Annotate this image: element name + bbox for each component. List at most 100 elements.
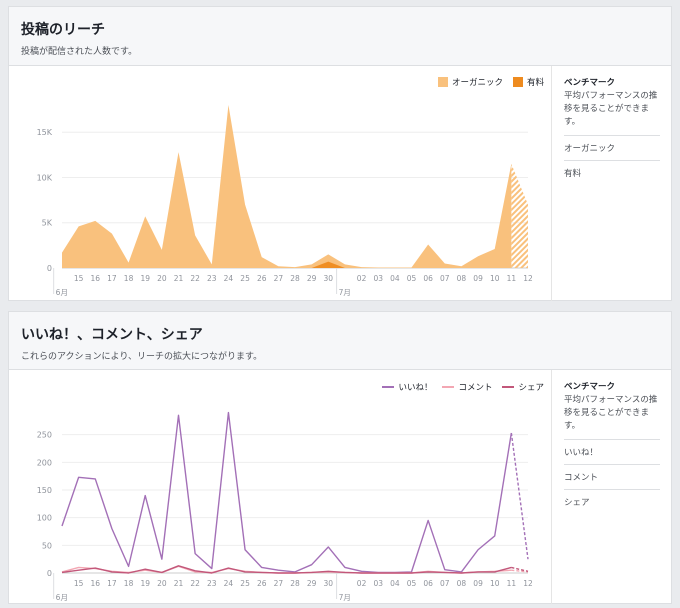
y-tick-label: 200 [37, 458, 52, 467]
reach-legend: オーガニック 有料 [437, 76, 544, 88]
legend-shares-swatch [502, 386, 515, 388]
reach-card: 投稿のリーチ 投稿が配信された人数です。 オーガニック 有料 0 5K 10K 15K… [8, 6, 672, 301]
reach-benchmark-panel: ベンチマーク 平均パフォーマンスの推移を見ることができます。 オーガニック 有料 [551, 66, 672, 301]
legend-organic-label: オーガニック [451, 78, 503, 88]
legend-paid[interactable]: 有料 [512, 76, 544, 88]
reach-card-header: 投稿のリーチ 投稿が配信された人数です。 [9, 7, 671, 66]
x-tick-label: 22 [190, 274, 200, 283]
x-tick-label: 03 [373, 274, 383, 283]
x-tick-label: 22 [190, 579, 200, 588]
line-series-projected [511, 569, 529, 573]
legend-comments[interactable]: コメント [442, 381, 492, 393]
benchmark-item-paid[interactable]: 有料 [564, 160, 660, 185]
x-tick-label: 18 [124, 579, 134, 588]
x-tick-label: 12 [523, 274, 533, 283]
reach-subtitle: 投稿が配信された人数です。 [21, 47, 138, 57]
line-series-projected [511, 566, 529, 573]
engagement-legend: いいね！ コメント シェア [382, 381, 544, 393]
x-tick-label: 27 [274, 579, 284, 588]
x-tick-label: 29 [307, 274, 317, 283]
x-tick-label: 16 [91, 274, 101, 283]
x-tick-label: 19 [140, 274, 150, 283]
area-series [62, 105, 512, 268]
x-tick-label: 02 [357, 579, 367, 588]
x-tick-label: 19 [140, 579, 150, 588]
x-tick-label: 26 [257, 274, 267, 283]
y-tick-label: 10K [37, 173, 53, 182]
x-tick-label: 30 [324, 274, 334, 283]
month-label: 7月 [339, 593, 351, 602]
reach-title: 投稿のリーチ [21, 22, 105, 38]
benchmark-item-shares[interactable]: シェア [564, 489, 660, 514]
y-tick-label: 0 [47, 569, 52, 578]
x-tick-label: 08 [457, 274, 467, 283]
engagement-benchmark-desc: 平均パフォーマンスの推移を見ることができます。 [564, 395, 658, 431]
x-tick-label: 27 [274, 274, 284, 283]
benchmark-item-likes[interactable]: いいね！ [564, 439, 660, 464]
x-tick-label: 10 [490, 579, 500, 588]
x-tick-label: 16 [91, 579, 101, 588]
y-tick-label: 250 [37, 431, 52, 440]
reach-benchmark-desc: 平均パフォーマンスの推移を見ることができます。 [564, 91, 658, 127]
legend-shares[interactable]: シェア [502, 381, 544, 393]
engagement-benchmark-title: ベンチマーク [564, 382, 616, 392]
x-tick-label: 07 [440, 579, 450, 588]
x-tick-label: 09 [473, 579, 483, 588]
x-tick-label: 10 [490, 274, 500, 283]
x-tick-label: 11 [507, 579, 517, 588]
reach-benchmark-title: ベンチマーク [564, 78, 616, 88]
legend-organic-swatch [437, 77, 448, 87]
x-tick-label: 29 [307, 579, 317, 588]
engagement-chart-area: いいね！ コメント シェア 0 50 100 150 200 250 15 16 17 18 19 2… [9, 370, 550, 604]
benchmark-item-organic[interactable]: オーガニック [564, 135, 660, 160]
x-tick-label: 03 [373, 579, 383, 588]
legend-comments-swatch [442, 386, 455, 388]
x-tick-label: 15 [74, 274, 84, 283]
x-tick-label: 12 [523, 579, 533, 588]
x-tick-label: 06 [423, 274, 433, 283]
benchmark-item-comments[interactable]: コメント [564, 464, 660, 489]
legend-shares-label: シェア [518, 383, 544, 393]
reach-chart-area: オーガニック 有料 0 5K 10K 15K 15 16 17 18 19 20 21 22 23 24 2… [9, 66, 550, 301]
x-tick-label: 08 [457, 579, 467, 588]
legend-paid-swatch [512, 77, 523, 87]
x-tick-label: 21 [174, 274, 184, 283]
x-tick-label: 26 [257, 579, 267, 588]
legend-paid-label: 有料 [526, 78, 544, 88]
line-series-projected [510, 432, 529, 560]
engagement-card-header: いいね！、コメント、シェア これらのアクションにより、リーチの拡大につながります… [9, 312, 671, 370]
y-tick-label: 50 [42, 541, 52, 550]
x-tick-label: 18 [124, 274, 134, 283]
month-label: 6月 [56, 593, 68, 602]
x-tick-label: 25 [240, 579, 250, 588]
legend-likes[interactable]: いいね！ [382, 381, 432, 393]
x-tick-label: 23 [207, 274, 217, 283]
legend-organic[interactable]: オーガニック [437, 76, 503, 88]
x-tick-label: 07 [440, 274, 450, 283]
x-tick-label: 15 [74, 579, 84, 588]
x-tick-label: 09 [473, 274, 483, 283]
x-tick-label: 24 [224, 579, 234, 588]
x-tick-label: 17 [107, 274, 117, 283]
engagement-subtitle: これらのアクションにより、リーチの拡大につながります。 [21, 352, 263, 362]
x-tick-label: 20 [157, 579, 167, 588]
x-tick-label: 24 [224, 274, 234, 283]
reach-chart: 0 5K 10K 15K 15 16 17 18 19 20 21 22 23 24 25 26 27 28 29 3… [37, 105, 533, 297]
engagement-card: いいね！、コメント、シェア これらのアクションにより、リーチの拡大につながります… [8, 311, 672, 604]
x-tick-label: 20 [157, 274, 167, 283]
engagement-title: いいね！、コメント、シェア [21, 327, 203, 343]
y-tick-label: 15K [37, 128, 53, 137]
y-tick-label: 100 [37, 514, 52, 523]
x-tick-label: 28 [290, 274, 300, 283]
x-tick-label: 25 [240, 274, 250, 283]
x-tick-label: 06 [423, 579, 433, 588]
legend-likes-label: いいね！ [398, 383, 433, 393]
x-tick-label: 23 [207, 579, 217, 588]
x-tick-label: 28 [290, 579, 300, 588]
engagement-benchmark-panel: ベンチマーク 平均パフォーマンスの推移を見ることができます。 いいね！ コメント… [551, 370, 672, 604]
month-label: 7月 [339, 288, 351, 297]
x-tick-label: 02 [357, 274, 367, 283]
x-tick-label: 04 [390, 274, 400, 283]
x-tick-label: 05 [407, 274, 417, 283]
